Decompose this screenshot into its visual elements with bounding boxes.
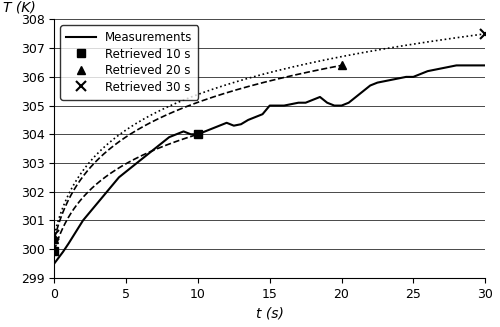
Legend: Measurements, Retrieved 10 s, Retrieved 20 s, Retrieved 30 s: Measurements, Retrieved 10 s, Retrieved …	[60, 26, 198, 100]
Retrieved 20 s	[52, 237, 58, 241]
Measurements	[482, 63, 488, 67]
Retrieved 10 s	[195, 132, 201, 136]
Line: Retrieved 20 s: Retrieved 20 s	[50, 61, 346, 243]
Measurements	[424, 69, 430, 73]
Measurements	[454, 63, 460, 67]
Retrieved 10 s	[52, 249, 58, 252]
Measurements	[159, 141, 165, 145]
Line: Retrieved 10 s: Retrieved 10 s	[50, 130, 202, 255]
Line: Measurements: Measurements	[54, 65, 485, 264]
Measurements	[260, 112, 266, 116]
Measurements	[52, 262, 58, 266]
Measurements	[80, 218, 86, 222]
X-axis label: t (s): t (s)	[256, 306, 283, 320]
Retrieved 20 s	[338, 63, 344, 67]
Measurements	[130, 164, 136, 168]
Measurements	[310, 98, 316, 102]
Y-axis label: T (K): T (K)	[4, 0, 36, 14]
